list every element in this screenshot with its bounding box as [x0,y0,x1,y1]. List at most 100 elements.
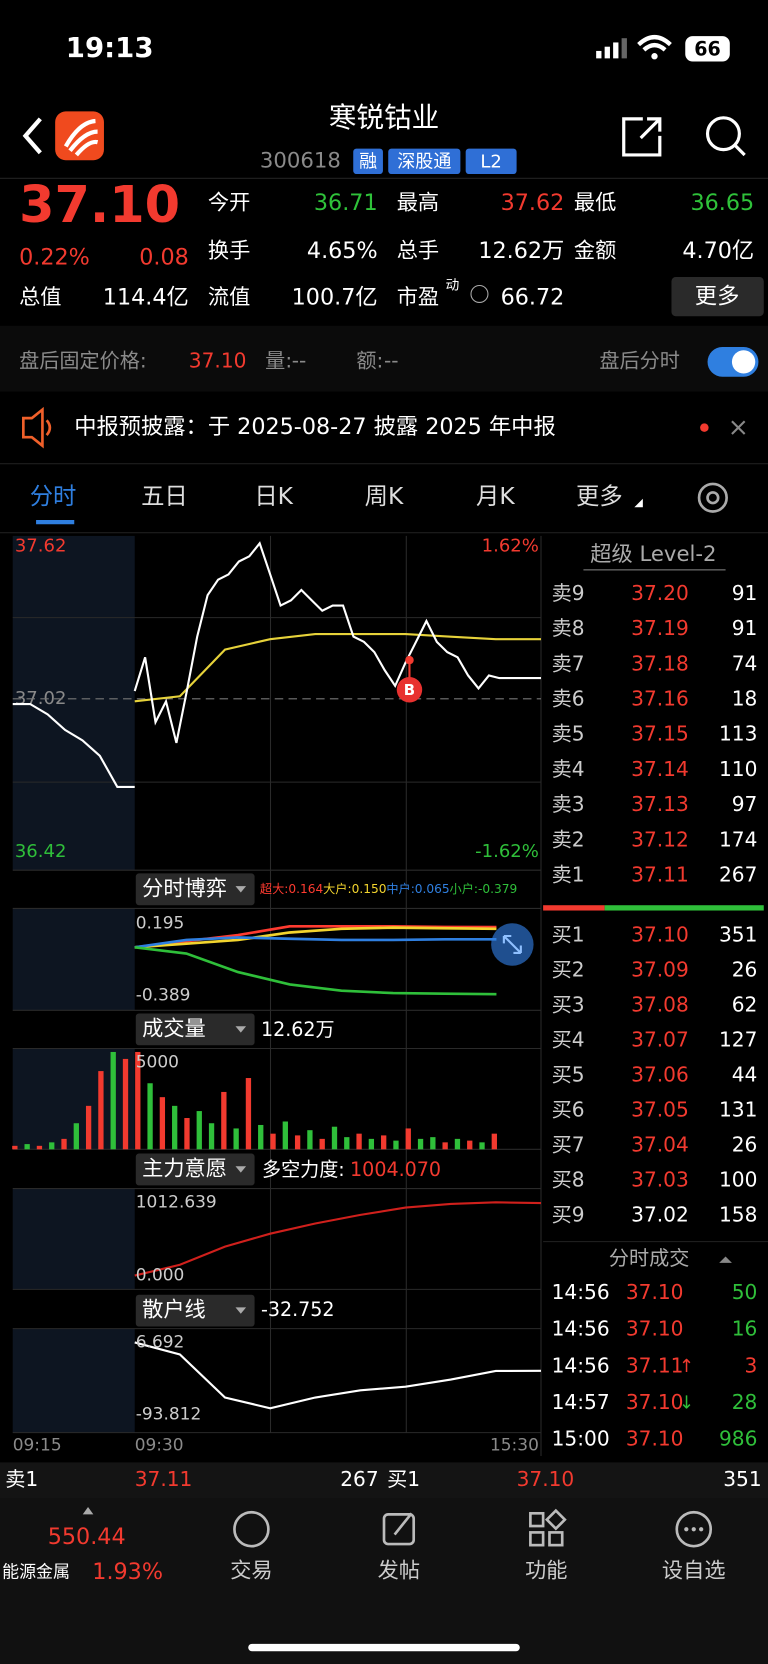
bottom-quote-bid-price: 37.10 [517,1467,575,1491]
book-label: 卖8 [552,616,585,640]
nav-item[interactable]: 发帖 [378,1559,420,1584]
bottom-quote-bid-label: 买1 [387,1467,420,1491]
volume-bar [135,1051,141,1150]
retail-line [134,1341,541,1410]
bottom-quote-ask-label: 卖1 [5,1467,38,1491]
indicator-button[interactable] [135,1294,255,1327]
tab[interactable]: 更多 [576,482,623,510]
volume-bar [319,1138,325,1150]
speaker-icon [22,406,52,449]
book-volume: 26 [732,1133,758,1157]
back-button[interactable] [22,117,42,155]
volume-bar [208,1123,215,1150]
premarket-zone [12,1188,135,1290]
price-tick: 37.62 [15,536,67,557]
tab[interactable]: 月K [476,482,515,510]
book-volume: 351 [719,922,757,946]
nav-item[interactable]: 功能 [525,1559,567,1584]
trade-arrow: ↑ [679,1356,694,1377]
more-button[interactable] [671,276,764,317]
book-price: 37.12 [631,827,689,851]
book-price: 37.08 [631,993,689,1017]
wifi-icon [637,35,672,52]
battery [685,36,730,62]
trade-price: 37.10 [626,1280,684,1304]
book-label: 买7 [552,1133,585,1157]
indicator-button[interactable] [135,873,255,906]
settings-button[interactable] [697,482,728,513]
tab[interactable]: 周K [365,482,404,510]
book-label: 买5 [552,1063,585,1087]
retail-tick: -93.812 [136,1405,201,1425]
trade-price: 37.11 [626,1353,684,1377]
book-volume: 267 [719,863,757,887]
pct-tick: 1.62% [482,536,539,557]
nav-item[interactable]: 设自选 [662,1559,726,1584]
stock-code: 300618 [260,148,341,173]
field-value: 4.70亿 [682,238,754,264]
legend-entry: 中户:0.065 [386,881,449,896]
notice-text[interactable]: 中报预披露：于 2025-08-27 披露 2025 年中报 [74,414,555,440]
nav-item[interactable]: 交易 [230,1559,272,1584]
grid [12,535,542,1456]
more-dots [684,1527,704,1532]
volume-bar [344,1137,350,1150]
field-label: 市盈 [397,285,439,310]
book-volume: 127 [719,1028,757,1052]
ask-bar [543,905,605,911]
more-label: 更多 [695,284,740,310]
indicator-label: 成交量 [142,1016,206,1041]
field-label: 总手 [397,239,439,264]
tab[interactable]: 分时 [30,482,77,510]
volume-bar [258,1124,264,1150]
book-price: 37.05 [631,1098,689,1122]
measure-value: 1004.070 [350,1158,441,1181]
indicator-button[interactable] [135,1153,255,1186]
book-volume: 74 [732,651,758,675]
price-line [133,541,541,744]
tab[interactable]: 五日 [141,482,188,510]
measure-label: 多空力度: [262,1158,345,1181]
indicator-label: 主力意愿 [142,1156,227,1181]
stock-tag [353,148,383,175]
close-notice[interactable] [731,420,746,435]
field-label: 金额 [574,239,616,264]
time-label: 09:30 [135,1435,184,1455]
book-volume: 174 [719,827,757,851]
book-label: 卖2 [552,827,585,851]
book-price: 37.14 [631,757,689,781]
trade-volume: 50 [732,1280,758,1304]
volume-bar [12,1145,18,1150]
change: 0.08 [139,244,189,270]
trade-volume: 986 [719,1427,757,1451]
legend-entry: 小户:-0.379 [450,881,518,896]
stock-tag [465,148,517,175]
stock-tag-label: 深股通 [397,151,451,172]
search-button[interactable] [705,116,746,157]
indicator-caret [235,1307,247,1314]
volume-bar [184,1118,190,1150]
premarket-zone [12,535,135,871]
volume-bar [430,1137,436,1150]
volume-bar [85,1105,92,1150]
game-tick: -0.389 [136,985,191,1005]
volume-bar [196,1111,202,1150]
buy-marker-label: B [404,681,415,699]
book-volume: 110 [719,757,757,781]
after-hours-band [0,325,768,392]
volume-bar [221,1091,227,1150]
share-button[interactable] [622,117,662,157]
game-line [134,926,497,949]
level2-title: 超级 Level-2 [590,542,716,567]
volume-bar [479,1142,485,1150]
volume-tick: 5000 [136,1052,179,1072]
tab[interactable]: 日K [254,482,293,510]
indicator-button[interactable] [135,1013,255,1046]
volume-bar [245,1078,252,1150]
stock-tag-label: 融 [359,151,377,172]
trade-volume: 16 [732,1317,758,1341]
trade-price: 37.10 [626,1317,684,1341]
book-price: 37.06 [631,1063,689,1087]
after-hours-label: 盘后固定价格: [19,348,147,372]
